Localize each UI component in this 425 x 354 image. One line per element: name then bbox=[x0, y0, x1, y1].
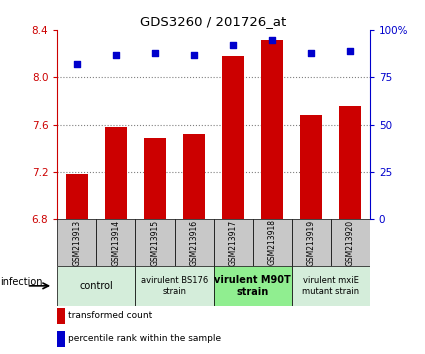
Bar bbox=[144, 138, 166, 219]
Point bbox=[191, 52, 198, 58]
Bar bbox=[261, 40, 283, 219]
Text: avirulent BS176
strain: avirulent BS176 strain bbox=[141, 276, 208, 296]
Bar bbox=[105, 127, 127, 219]
Bar bbox=[213, 266, 292, 306]
Bar bbox=[57, 331, 65, 347]
Text: GSM213913: GSM213913 bbox=[72, 219, 82, 266]
Point bbox=[152, 50, 159, 56]
Bar bbox=[57, 219, 96, 266]
Text: GSM213916: GSM213916 bbox=[190, 219, 198, 266]
Text: infection: infection bbox=[0, 277, 42, 287]
Text: virulent mxiE
mutant strain: virulent mxiE mutant strain bbox=[302, 276, 359, 296]
Point bbox=[308, 50, 314, 56]
Bar bbox=[292, 266, 370, 306]
Text: GSM213920: GSM213920 bbox=[346, 219, 355, 266]
Bar bbox=[340, 106, 361, 219]
Title: GDS3260 / 201726_at: GDS3260 / 201726_at bbox=[140, 15, 287, 28]
Point bbox=[347, 48, 354, 54]
Text: transformed count: transformed count bbox=[68, 311, 153, 320]
Point bbox=[113, 52, 119, 58]
Bar bbox=[136, 219, 175, 266]
Text: percentile rank within the sample: percentile rank within the sample bbox=[68, 335, 221, 343]
Bar bbox=[331, 219, 370, 266]
Bar bbox=[66, 175, 88, 219]
Text: GSM213919: GSM213919 bbox=[307, 219, 316, 266]
Text: control: control bbox=[79, 281, 113, 291]
Bar bbox=[183, 134, 205, 219]
Bar bbox=[222, 56, 244, 219]
Point bbox=[230, 42, 236, 48]
Bar bbox=[300, 115, 322, 219]
Text: GSM213914: GSM213914 bbox=[111, 219, 120, 266]
Point bbox=[74, 61, 80, 67]
Text: virulent M90T
strain: virulent M90T strain bbox=[214, 275, 291, 297]
Text: GSM213915: GSM213915 bbox=[150, 219, 159, 266]
Bar bbox=[292, 219, 331, 266]
Bar bbox=[175, 219, 213, 266]
Bar bbox=[57, 308, 65, 324]
Bar bbox=[96, 219, 136, 266]
Text: GSM213917: GSM213917 bbox=[229, 219, 238, 266]
Bar bbox=[213, 219, 252, 266]
Bar bbox=[136, 266, 213, 306]
Text: GSM213918: GSM213918 bbox=[268, 219, 277, 266]
Point bbox=[269, 37, 275, 42]
Bar bbox=[252, 219, 292, 266]
Bar bbox=[57, 266, 136, 306]
